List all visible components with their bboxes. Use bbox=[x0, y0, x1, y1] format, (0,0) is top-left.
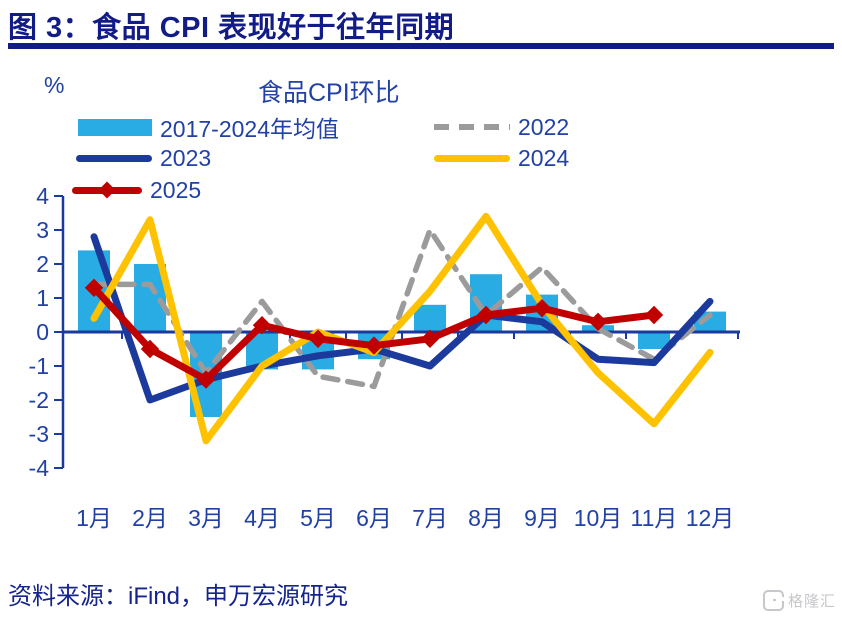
legend-label-2023: 2023 bbox=[160, 144, 212, 171]
diamond-line-swatch-icon bbox=[72, 186, 142, 194]
legend-item-2023: 2023 bbox=[76, 144, 211, 172]
y-axis-unit-label: % bbox=[44, 72, 65, 98]
svg-text:11月: 11月 bbox=[631, 505, 678, 531]
svg-text:-2: -2 bbox=[29, 387, 49, 413]
svg-text:3: 3 bbox=[36, 217, 49, 243]
legend-label-2025: 2025 bbox=[150, 176, 202, 203]
svg-text:5月: 5月 bbox=[300, 505, 336, 531]
svg-text:4: 4 bbox=[36, 183, 49, 209]
svg-text:1月: 1月 bbox=[76, 505, 112, 531]
svg-text:10月: 10月 bbox=[574, 505, 623, 531]
gelonghui-logo: 格隆汇 bbox=[762, 590, 836, 611]
gelonghui-g-icon bbox=[762, 590, 785, 611]
svg-text:1: 1 bbox=[36, 285, 49, 311]
legend-label-2022: 2022 bbox=[518, 113, 570, 140]
dashed-line-swatch-icon bbox=[434, 124, 510, 130]
svg-text:3月: 3月 bbox=[188, 505, 224, 531]
svg-text:7月: 7月 bbox=[412, 505, 448, 531]
svg-text:0: 0 bbox=[36, 319, 49, 345]
bar-swatch-icon bbox=[78, 118, 152, 136]
legend-label-average: 2017-2024年均值 bbox=[160, 116, 339, 142]
svg-text:-3: -3 bbox=[29, 421, 49, 447]
svg-text:-4: -4 bbox=[29, 455, 50, 481]
svg-text:12月: 12月 bbox=[686, 505, 735, 531]
svg-text:4月: 4月 bbox=[244, 505, 280, 531]
gelonghui-logo-text: 格隆汇 bbox=[787, 593, 836, 610]
svg-text:9月: 9月 bbox=[524, 505, 560, 531]
svg-text:8月: 8月 bbox=[468, 505, 504, 531]
legend-label-2024: 2024 bbox=[518, 144, 570, 171]
svg-text:-1: -1 bbox=[29, 353, 49, 379]
legend-item-2024: 2024 bbox=[434, 144, 569, 172]
svg-text:6月: 6月 bbox=[356, 505, 392, 531]
solid-line-swatch-icon bbox=[76, 154, 152, 162]
legend-item-average: 2017-2024年均值 bbox=[78, 113, 339, 142]
chart-title: 食品CPI环比 bbox=[258, 79, 400, 107]
legend-item-2025: 2025 bbox=[72, 176, 201, 204]
figure-title: 图 3：食品 CPI 表现好于往年同期 bbox=[8, 12, 455, 44]
legend-item-2022: 2022 bbox=[434, 113, 569, 141]
source-note: 资料来源：iFind，申万宏源研究 bbox=[8, 583, 349, 610]
svg-text:2月: 2月 bbox=[132, 505, 168, 531]
solid-line-swatch-icon bbox=[434, 154, 510, 162]
title-underline bbox=[8, 43, 834, 49]
svg-text:2: 2 bbox=[36, 251, 49, 277]
